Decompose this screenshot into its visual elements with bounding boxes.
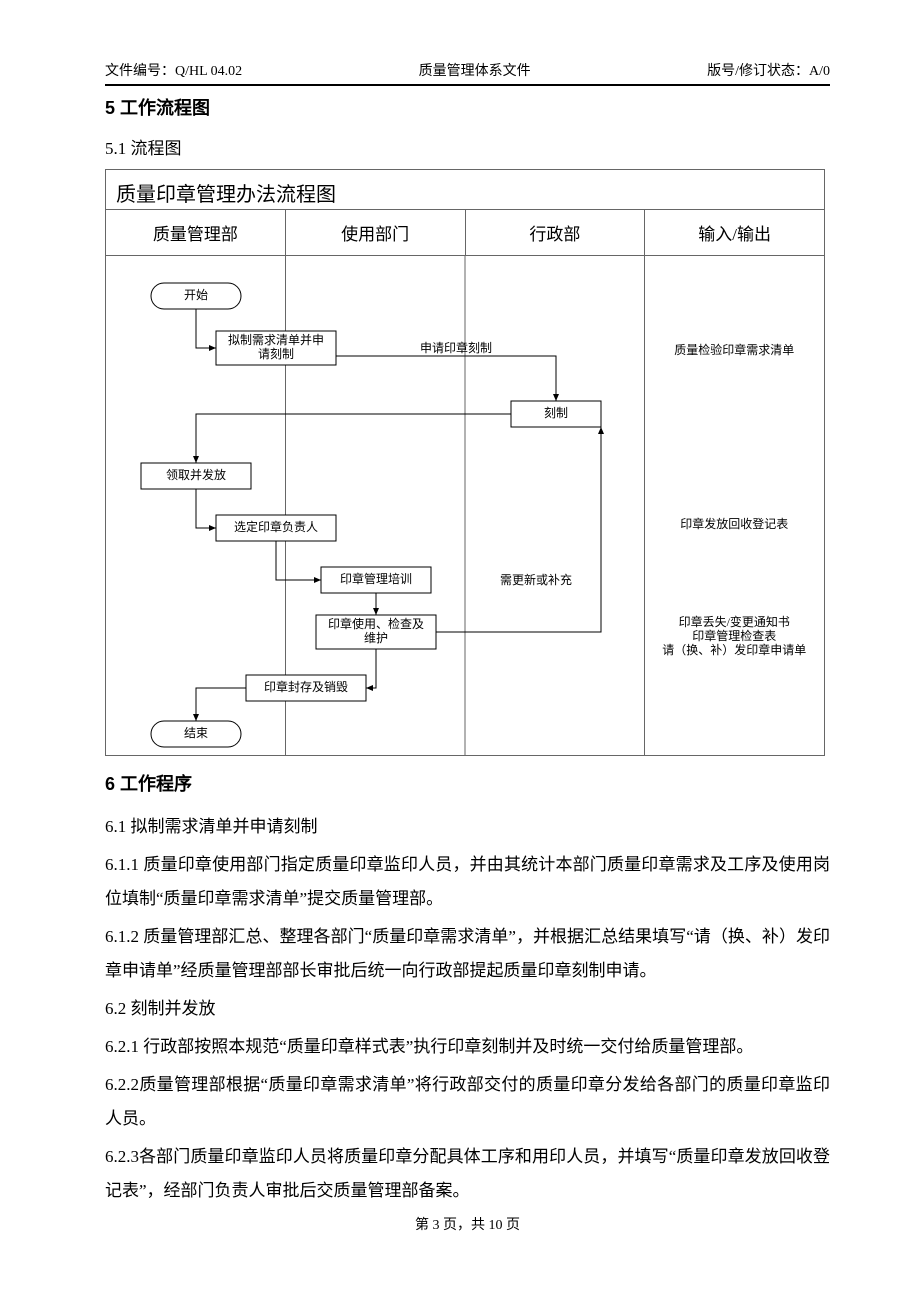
section-6-heading: 6 工作程序	[105, 770, 830, 796]
svg-text:质量检验印章需求清单: 质量检验印章需求清单	[674, 342, 794, 357]
svg-text:请（换、补）发印章申请单: 请（换、补）发印章申请单	[662, 642, 806, 657]
doc-revision: 版号/修订状态：A/0	[707, 60, 830, 80]
svg-text:开始: 开始	[184, 288, 208, 302]
svg-text:刻制: 刻制	[544, 406, 568, 420]
svg-text:结束: 结束	[184, 726, 208, 740]
page-footer: 第 3 页，共 10 页	[105, 1214, 830, 1234]
svg-text:申请印章刻制: 申请印章刻制	[420, 340, 492, 355]
svg-text:印章发放回收登记表: 印章发放回收登记表	[680, 516, 788, 531]
section-5-heading: 5 工作流程图	[105, 94, 830, 120]
paragraph: 6.1 拟制需求清单并申请刻制	[105, 810, 830, 844]
flowchart-title: 质量印章管理办法流程图	[106, 170, 824, 209]
doc-number: 文件编号：Q/HL 04.02	[105, 60, 242, 80]
svg-text:请刻制: 请刻制	[258, 347, 294, 361]
paragraph: 6.2 刻制并发放	[105, 992, 830, 1026]
svg-text:需更新或补充: 需更新或补充	[500, 572, 572, 587]
svg-text:拟制需求清单并申: 拟制需求清单并申	[228, 333, 324, 347]
paragraph: 6.1.1 质量印章使用部门指定质量印章监印人员，并由其统计本部门质量印章需求及…	[105, 848, 830, 916]
flowchart-svg-wrap: 开始拟制需求清单并申请刻制刻制领取并发放选定印章负责人印章管理培训印章使用、检查…	[106, 256, 824, 756]
paragraph: 6.1.2 质量管理部汇总、整理各部门“质量印章需求清单”，并根据汇总结果填写“…	[105, 920, 830, 988]
svg-text:印章封存及销毁: 印章封存及销毁	[264, 679, 348, 694]
section-6-body: 6.1 拟制需求清单并申请刻制 6.1.1 质量印章使用部门指定质量印章监印人员，…	[105, 810, 830, 1208]
lane-header: 使用部门	[286, 210, 466, 255]
svg-text:印章使用、检查及: 印章使用、检查及	[328, 616, 424, 631]
lane-header-row: 质量管理部 使用部门 行政部 输入/输出	[106, 209, 824, 256]
svg-text:领取并发放: 领取并发放	[166, 467, 226, 482]
paragraph: 6.2.3各部门质量印章监印人员将质量印章分配具体工序和用印人员，并填写“质量印…	[105, 1140, 830, 1208]
lane-header: 行政部	[466, 210, 646, 255]
page-header: 文件编号：Q/HL 04.02 质量管理体系文件 版号/修订状态：A/0	[105, 60, 830, 86]
svg-text:印章丢失/变更通知书: 印章丢失/变更通知书	[679, 614, 790, 629]
section-5-1-heading: 5.1 流程图	[105, 134, 830, 159]
flowchart-container: 质量印章管理办法流程图 质量管理部 使用部门 行政部 输入/输出 开始拟制需求清…	[105, 169, 825, 756]
paragraph: 6.2.1 行政部按照本规范“质量印章样式表”执行印章刻制并及时统一交付给质量管…	[105, 1030, 830, 1064]
svg-text:印章管理检查表: 印章管理检查表	[692, 628, 776, 643]
doc-title: 质量管理体系文件	[419, 60, 531, 80]
svg-text:印章管理培训: 印章管理培训	[340, 571, 412, 586]
paragraph: 6.2.2质量管理部根据“质量印章需求清单”将行政部交付的质量印章分发给各部门的…	[105, 1068, 830, 1136]
svg-text:选定印章负责人: 选定印章负责人	[234, 519, 318, 534]
svg-text:维护: 维护	[364, 631, 388, 645]
lane-header: 输入/输出	[645, 210, 824, 255]
lane-header: 质量管理部	[106, 210, 286, 255]
flowchart-svg: 开始拟制需求清单并申请刻制刻制领取并发放选定印章负责人印章管理培训印章使用、检查…	[106, 256, 824, 756]
